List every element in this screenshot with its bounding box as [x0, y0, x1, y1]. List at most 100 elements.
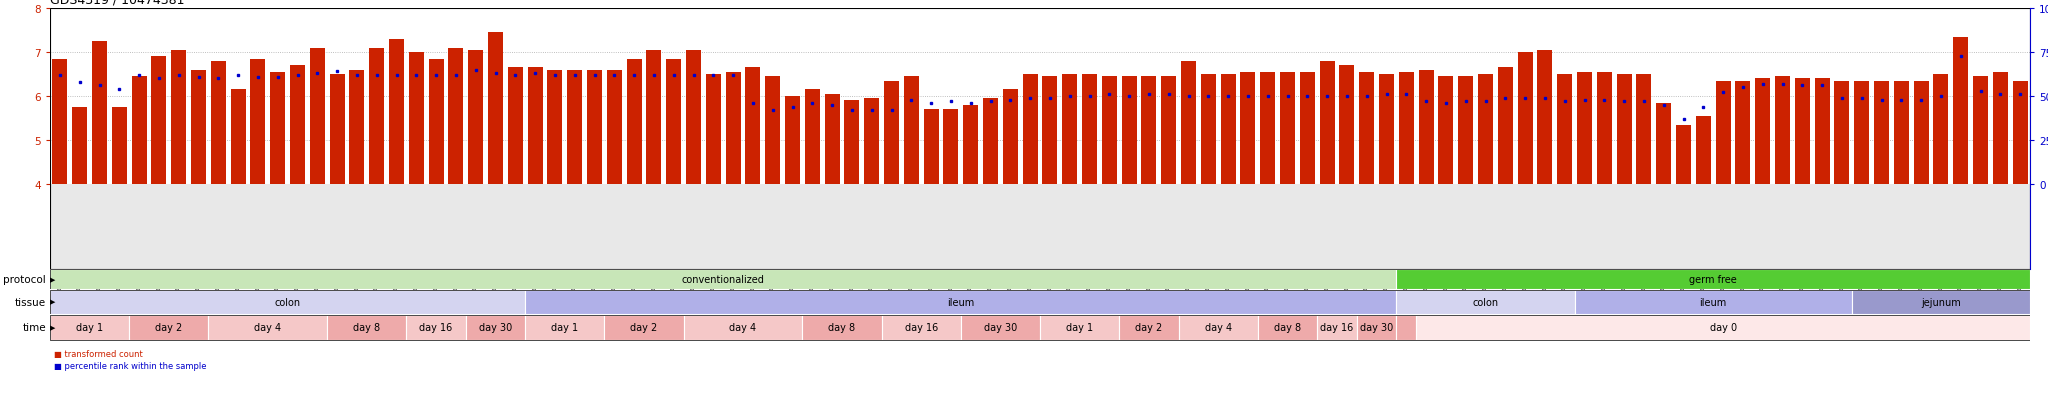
Text: colon: colon [1473, 297, 1499, 307]
Text: day 1: day 1 [1067, 323, 1094, 333]
Bar [1356, 315, 1397, 341]
Bar [1438, 77, 1454, 185]
Bar [1577, 73, 1591, 185]
Text: ileum: ileum [946, 297, 975, 307]
Bar [963, 106, 979, 185]
Text: day 1: day 1 [551, 323, 578, 333]
Bar [1339, 66, 1354, 185]
Bar [1538, 51, 1552, 185]
Bar [211, 62, 225, 185]
Bar [1755, 79, 1769, 185]
Text: day 4: day 4 [1204, 323, 1231, 333]
Bar [1851, 290, 2030, 314]
Bar [1063, 75, 1077, 185]
Text: GDS4319 / 10474381: GDS4319 / 10474381 [49, 0, 184, 7]
Bar [1419, 71, 1434, 185]
Bar [231, 90, 246, 185]
Text: day 8: day 8 [829, 323, 856, 333]
Text: ▶: ▶ [49, 325, 55, 331]
Bar [627, 59, 641, 185]
Bar [524, 290, 1397, 314]
Bar [567, 71, 582, 185]
Bar [1794, 79, 1810, 185]
Bar [330, 75, 344, 185]
Bar [725, 73, 741, 185]
Bar [1182, 62, 1196, 185]
Bar [1118, 315, 1178, 341]
Text: day 4: day 4 [254, 323, 281, 333]
Text: day 1: day 1 [76, 323, 102, 333]
Bar [784, 97, 801, 185]
Text: day 30: day 30 [1360, 323, 1393, 333]
Bar [172, 51, 186, 185]
Bar [825, 95, 840, 185]
Bar [604, 315, 684, 341]
Bar [1497, 68, 1513, 185]
Bar [1853, 81, 1870, 185]
Bar [350, 71, 365, 185]
Bar [606, 71, 623, 185]
Bar [152, 57, 166, 185]
Text: ileum: ileum [1700, 297, 1726, 307]
Bar [1260, 73, 1276, 185]
Bar [707, 75, 721, 185]
Bar [1675, 125, 1692, 185]
Bar [1360, 73, 1374, 185]
Bar [864, 99, 879, 185]
Bar [1636, 75, 1651, 185]
Text: tissue: tissue [14, 297, 45, 307]
Bar [309, 48, 326, 185]
Text: day 8: day 8 [352, 323, 381, 333]
Bar [1657, 103, 1671, 185]
Bar [1317, 315, 1356, 341]
Text: day 16: day 16 [1321, 323, 1354, 333]
Bar [766, 77, 780, 185]
Text: ■ percentile rank within the sample: ■ percentile rank within the sample [53, 361, 207, 370]
Bar [410, 53, 424, 185]
Bar [1616, 75, 1632, 185]
Bar [53, 59, 68, 185]
Bar [1874, 81, 1888, 185]
Bar [528, 68, 543, 185]
Text: day 16: day 16 [905, 323, 938, 333]
Bar [72, 108, 88, 185]
Bar [190, 71, 207, 185]
Bar [903, 77, 920, 185]
Bar [1993, 73, 2007, 185]
Text: time: time [23, 323, 45, 333]
Bar [1933, 75, 1948, 185]
Bar [209, 315, 328, 341]
Text: day 2: day 2 [1135, 323, 1163, 333]
Bar [1556, 75, 1573, 185]
Bar [1417, 315, 2030, 341]
Bar [1954, 38, 1968, 185]
Bar [524, 315, 604, 341]
Bar [129, 315, 209, 341]
Bar [686, 51, 700, 185]
Bar [1479, 75, 1493, 185]
Bar [1022, 75, 1038, 185]
Bar [1397, 315, 1417, 341]
Text: day 4: day 4 [729, 323, 756, 333]
Bar [881, 315, 961, 341]
Bar [113, 108, 127, 185]
Bar [844, 101, 860, 185]
Bar [328, 315, 406, 341]
Bar [49, 9, 2030, 269]
Bar [1241, 73, 1255, 185]
Bar [449, 48, 463, 185]
Text: germ free: germ free [1690, 274, 1737, 284]
Bar [1972, 77, 1989, 185]
Bar [1575, 290, 1851, 314]
Bar [291, 66, 305, 185]
Bar [1081, 75, 1098, 185]
Bar [1716, 81, 1731, 185]
Bar [49, 315, 129, 341]
Bar [1280, 73, 1294, 185]
Bar [389, 40, 403, 185]
Bar [1141, 77, 1157, 185]
Bar [1300, 73, 1315, 185]
Bar [1042, 77, 1057, 185]
Bar [944, 110, 958, 185]
Bar [684, 315, 803, 341]
